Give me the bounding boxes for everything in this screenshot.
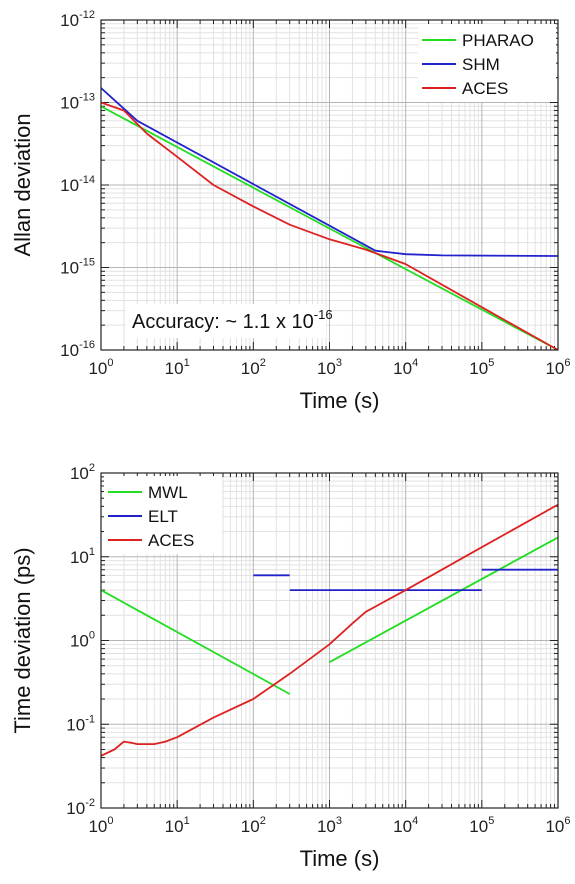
y-tick-label: 101 — [70, 546, 95, 567]
x-tick-exponent: 1 — [184, 357, 190, 369]
x-tick-label: 104 — [393, 815, 418, 836]
y-tick-exponent: -13 — [79, 92, 95, 104]
y-tick-exponent: -15 — [79, 257, 95, 269]
x-tick-exponent: 3 — [336, 815, 342, 827]
x-axis-label: Time (s) — [300, 846, 380, 871]
y-tick-exponent: -12 — [79, 9, 95, 21]
y-tick-label: 10-13 — [60, 92, 95, 113]
x-tick-exponent: 2 — [260, 357, 266, 369]
x-tick-label: 105 — [469, 357, 494, 378]
x-tick-label: 106 — [545, 815, 570, 836]
x-tick-label: 102 — [241, 357, 266, 378]
chart-panel-2: 100 101 102 103 104 105 10610-210-1100101102Ti… — [10, 462, 571, 871]
y-tick-label: 10-2 — [66, 797, 95, 818]
x-tick-label: 105 — [469, 815, 494, 836]
series-line-mwl-2 — [329, 536, 559, 663]
x-tick-exponent: 0 — [107, 357, 113, 369]
x-tick-exponent: 5 — [488, 815, 494, 827]
x-tick-label: 100 — [88, 357, 113, 378]
x-tick-label: 101 — [165, 357, 190, 378]
y-tick-exponent: 0 — [89, 630, 95, 642]
legend-label-aces: ACES — [462, 79, 508, 98]
plot-frame — [100, 472, 559, 809]
legend-label-pharao: PHARAO — [462, 31, 534, 50]
legend-label-elt: ELT — [148, 507, 178, 526]
y-tick-exponent: -1 — [85, 713, 95, 725]
x-tick-label: 104 — [393, 357, 418, 378]
x-tick-label: 101 — [165, 815, 190, 836]
y-tick-exponent: 1 — [89, 546, 95, 558]
y-tick-label: 102 — [70, 462, 95, 483]
y-axis-label: Allan deviation — [10, 113, 35, 256]
x-tick-exponent: 6 — [564, 815, 570, 827]
y-tick-label: 10-1 — [66, 713, 95, 734]
legend: MWL ELT ACES — [104, 476, 222, 554]
legend-label-shm: SHM — [462, 55, 500, 74]
x-tick-exponent: 4 — [412, 357, 418, 369]
x-tick-exponent: 4 — [412, 815, 418, 827]
plot-frame — [100, 19, 559, 351]
y-tick-label: 100 — [70, 630, 95, 651]
x-tick-label: 102 — [241, 815, 266, 836]
legend-label-mwl: MWL — [148, 483, 188, 502]
y-tick-exponent: -2 — [85, 797, 95, 809]
series-line-shm-1 — [100, 87, 559, 257]
x-tick-exponent: 3 — [336, 357, 342, 369]
y-tick-exponent: 2 — [89, 462, 95, 474]
x-tick-label: 103 — [317, 815, 342, 836]
x-tick-label: 100 — [88, 815, 113, 836]
x-axis-label: Time (s) — [300, 388, 380, 413]
y-tick-label: 10-12 — [60, 9, 95, 30]
series-line-mwl-1 — [100, 589, 291, 695]
y-tick-label: 10-14 — [60, 174, 95, 195]
legend-label-aces: ACES — [148, 531, 194, 550]
x-tick-exponent: 2 — [260, 815, 266, 827]
x-tick-label: 103 — [317, 357, 342, 378]
accuracy-annotation: Accuracy: ~ 1.1 x 10-16 — [132, 307, 333, 333]
x-tick-exponent: 6 — [564, 357, 570, 369]
series-line-aces-1 — [100, 101, 559, 351]
x-tick-exponent: 0 — [107, 815, 113, 827]
x-tick-label: 106 — [545, 357, 570, 378]
y-tick-label: 10-16 — [60, 339, 95, 360]
annotation-background — [126, 304, 326, 338]
y-tick-label: 10-15 — [60, 257, 95, 278]
accuracy-exponent: -16 — [314, 307, 333, 322]
x-tick-exponent: 5 — [488, 357, 494, 369]
x-tick-exponent: 1 — [184, 815, 190, 827]
y-tick-exponent: -16 — [79, 339, 95, 351]
y-tick-exponent: -14 — [79, 174, 95, 186]
y-axis-label: Time deviation (ps) — [10, 547, 35, 733]
legend: PHARAO SHM ACES — [418, 24, 556, 102]
series-line-aces-1 — [100, 503, 559, 757]
chart-panel-1: 100 101 102 103 104 105 10610-1610-1510-1410-1… — [10, 9, 571, 413]
